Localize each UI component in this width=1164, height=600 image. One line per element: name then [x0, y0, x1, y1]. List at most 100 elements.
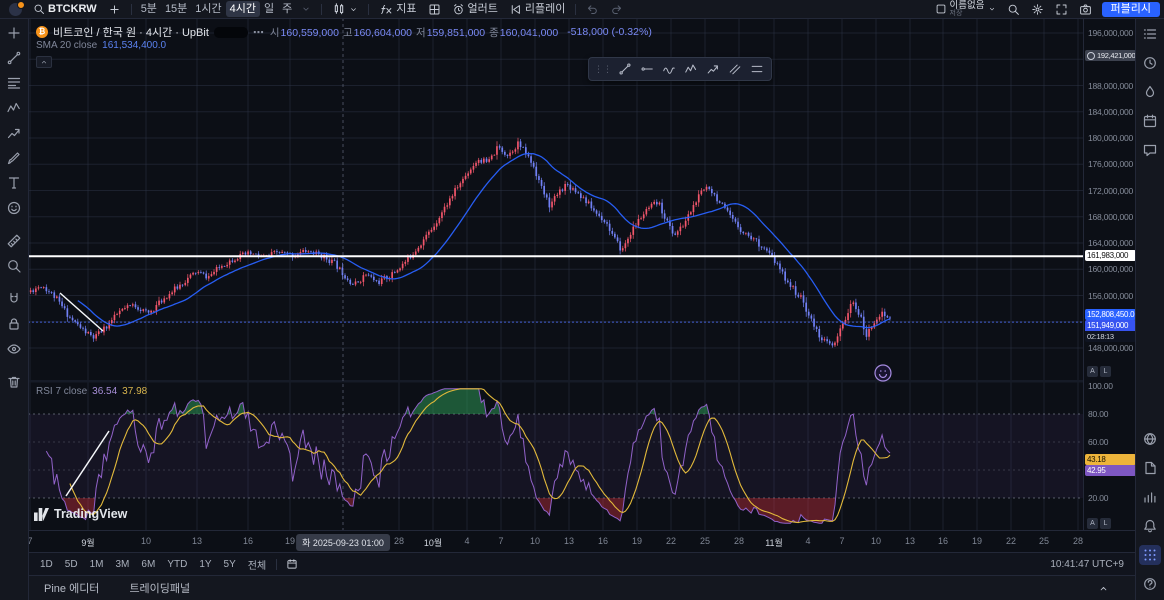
expand-panel-button[interactable]: [1093, 580, 1114, 596]
symbol-legend[interactable]: ₿ 비트코인 / 한국 원 · 4시간 · UpBit ⋯ 시160,559,0…: [36, 24, 652, 40]
go-to-date-button[interactable]: [281, 556, 303, 572]
range-5Y-button[interactable]: 5Y: [218, 555, 242, 573]
auto-scale-button[interactable]: A: [1087, 518, 1098, 529]
range-6M-button[interactable]: 6M: [135, 555, 161, 573]
flat-channel-tool[interactable]: [746, 59, 768, 79]
snapshot-button[interactable]: [1074, 1, 1097, 17]
interval-주-button[interactable]: 주: [278, 1, 296, 17]
replay-button[interactable]: 리플레이: [504, 1, 570, 17]
time-axis-label: 28: [393, 536, 405, 546]
undo-button[interactable]: [581, 1, 604, 17]
measure-tool[interactable]: [3, 231, 25, 251]
panel-tab-2[interactable]: 트레이딩패널: [123, 579, 196, 597]
interval-1시간-button[interactable]: 1시간: [191, 1, 225, 17]
interval-일-button[interactable]: 일: [260, 1, 278, 17]
range-전체-button[interactable]: 전체: [242, 555, 272, 573]
time-axis-label: 19: [971, 536, 983, 546]
indicators-button[interactable]: 지표: [374, 1, 421, 17]
forecast-arrow-tool[interactable]: [702, 59, 724, 79]
forecast-tool[interactable]: [3, 123, 25, 143]
horizontal-ray-tool[interactable]: [636, 59, 658, 79]
drag-handle-icon[interactable]: ⋮⋮: [594, 63, 612, 74]
log-scale-button[interactable]: L: [1100, 518, 1111, 529]
price-axis[interactable]: 192,421,000 161,983,000 152,808,450.0 15…: [1083, 18, 1137, 530]
hide-drawings-tool[interactable]: [3, 339, 25, 359]
publish-button[interactable]: 퍼블리시: [1101, 1, 1160, 17]
legend-more-button[interactable]: ⋯: [252, 26, 265, 39]
price-rsi-chart[interactable]: [27, 18, 1083, 530]
symbol-search-button[interactable]: BTCKRW: [28, 1, 102, 17]
fib-retracement-tool[interactable]: [3, 73, 25, 93]
remove-drawings-tool[interactable]: [3, 372, 25, 392]
interval-5분-button[interactable]: 5분: [137, 1, 161, 17]
time-axis-label: 10: [870, 536, 882, 546]
magnet-tool[interactable]: [3, 289, 25, 309]
legend-collapse-button[interactable]: [36, 56, 52, 68]
lock-drawings-tool[interactable]: [3, 314, 25, 334]
range-3M-button[interactable]: 3M: [110, 555, 136, 573]
globe-button[interactable]: [1139, 429, 1161, 449]
notifications-button[interactable]: [1139, 516, 1161, 536]
help-button[interactable]: [1139, 574, 1161, 594]
layout-templates-button[interactable]: [423, 1, 446, 17]
sma-legend[interactable]: SMA 20 close 161,534,400.0: [36, 40, 166, 51]
range-1D-button[interactable]: 1D: [34, 555, 59, 573]
interval-4시간-button[interactable]: 4시간: [225, 1, 261, 17]
log-scale-button[interactable]: L: [1100, 366, 1111, 377]
chevron-down-icon: [988, 5, 996, 13]
news-button[interactable]: [1139, 458, 1161, 478]
clock-utc-button[interactable]: 10:41:47 UTC+9: [1044, 558, 1130, 571]
settings-button[interactable]: [1026, 1, 1049, 17]
btc-icon: ₿: [36, 26, 48, 38]
quick-search-button[interactable]: [1002, 1, 1025, 17]
zoom-tool[interactable]: [3, 256, 25, 276]
chart-type-button[interactable]: [327, 1, 363, 17]
alerts-button[interactable]: [1139, 53, 1161, 73]
time-axis[interactable]: 화 2025-09-23 01:00 7 9월 10 13 16 19 28 10월 4 7 10 1…: [27, 530, 1136, 553]
data-stats-button[interactable]: [1139, 487, 1161, 507]
chat-button[interactable]: [1139, 140, 1161, 160]
auto-scale-button[interactable]: A: [1087, 366, 1098, 377]
trend-line-tool[interactable]: [614, 59, 636, 79]
layout-saved-status: 저장: [949, 10, 963, 18]
time-axis-label: 13: [563, 536, 575, 546]
brush-tool[interactable]: [3, 148, 25, 168]
price-axis-label: 180,000,000: [1088, 133, 1134, 143]
interval-menu-button[interactable]: [296, 1, 316, 17]
chart-canvas[interactable]: [27, 18, 1083, 530]
layout-square-icon: [935, 3, 947, 15]
parallel-channel-tool[interactable]: [724, 59, 746, 79]
patterns-tool[interactable]: [3, 98, 25, 118]
fullscreen-button[interactable]: [1050, 1, 1073, 17]
wave-tool[interactable]: [658, 59, 680, 79]
text-tool[interactable]: [3, 173, 25, 193]
add-symbol-button[interactable]: [103, 1, 126, 17]
calendar-button[interactable]: [1139, 111, 1161, 131]
save-layout-button[interactable]: 이름없음 저장: [930, 1, 1001, 17]
zigzag-pattern-tool[interactable]: [680, 59, 702, 79]
user-menu-button[interactable]: [4, 0, 27, 17]
rsi-legend[interactable]: RSI 7 close 36.54 37.98: [36, 386, 147, 397]
emoji-tool[interactable]: [3, 198, 25, 218]
redo-button[interactable]: [605, 1, 628, 17]
range-1Y-button[interactable]: 1Y: [193, 555, 217, 573]
time-axis-label: 25: [1038, 536, 1050, 546]
drawing-floating-toolbar[interactable]: ⋮⋮: [588, 57, 772, 81]
time-axis-label: 11월: [765, 538, 783, 548]
alert-button[interactable]: 얼러트: [447, 1, 503, 17]
price-axis-label: 148,000,000: [1088, 343, 1134, 353]
interval-15분-button[interactable]: 15분: [161, 1, 191, 17]
time-axis-label: 7: [27, 536, 33, 546]
time-axis-label: 13: [191, 536, 203, 546]
time-axis-label: 22: [1005, 536, 1017, 546]
panel-tab-1[interactable]: Pine 에디터: [38, 579, 105, 597]
crosshair-tool[interactable]: [3, 23, 25, 43]
camera-icon: [1079, 3, 1092, 16]
range-1M-button[interactable]: 1M: [84, 555, 110, 573]
apps-grid-button[interactable]: [1139, 545, 1161, 565]
range-5D-button[interactable]: 5D: [59, 555, 84, 573]
range-YTD-button[interactable]: YTD: [161, 555, 193, 573]
hotlists-button[interactable]: [1139, 82, 1161, 102]
watchlist-button[interactable]: [1139, 24, 1161, 44]
trend-line-tool[interactable]: [3, 48, 25, 68]
